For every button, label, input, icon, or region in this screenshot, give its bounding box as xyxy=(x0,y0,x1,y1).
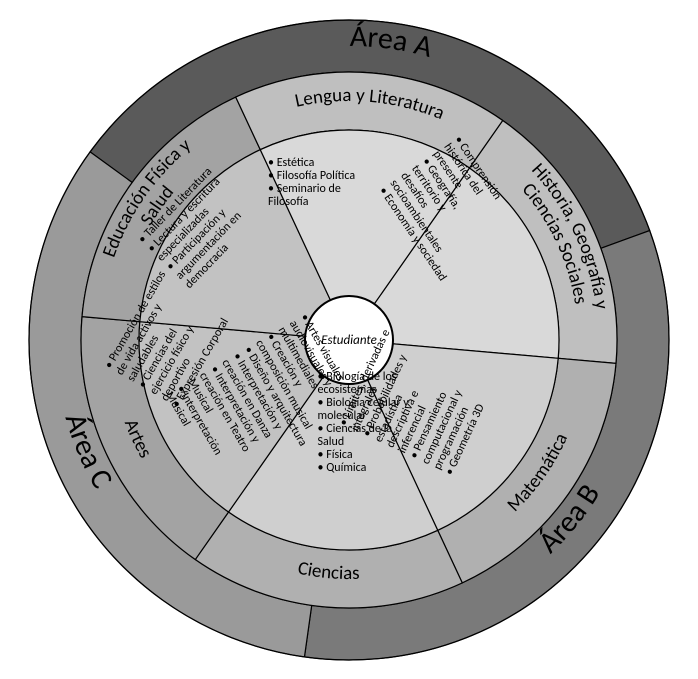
bullet-text: molecular xyxy=(318,409,367,423)
bullet-text: • Ciencias de la xyxy=(318,422,393,436)
wheel-svg: Área AÁrea BÁrea CFilosofíaHistoria, Geo… xyxy=(0,0,698,679)
bullet-text: • Estética xyxy=(268,156,315,170)
bullet-text: • Biología celular y xyxy=(318,396,410,410)
curriculum-wheel: Área AÁrea BÁrea CFilosofíaHistoria, Geo… xyxy=(0,0,698,679)
bullet-text: • Física xyxy=(318,448,353,462)
bullet-text: • Seminario de xyxy=(268,182,341,196)
bullet-text: Salud xyxy=(318,435,345,449)
bullet-text: • Química xyxy=(318,461,367,475)
bullet-text: Filosofía xyxy=(268,195,309,209)
bullet-text: • Filosofía Política xyxy=(268,169,355,183)
